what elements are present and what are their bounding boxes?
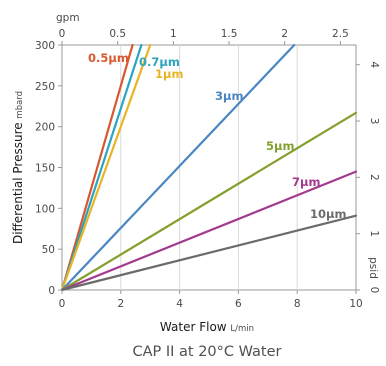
x-tick-label: 6 [235, 298, 242, 310]
series-line [60, 43, 296, 292]
series-label: 3µm [215, 89, 243, 103]
series-label: 0.5µm [88, 51, 129, 65]
y-axis-title: Differential Pressure mbard [11, 91, 25, 244]
x2-tick-label: 2.5 [332, 28, 349, 40]
x2-tick-label: 2 [281, 28, 288, 40]
x-axis-title: Water Flow L/min [160, 320, 254, 334]
y-tick-label: 50 [42, 244, 55, 256]
series-label: 0.7µm [139, 55, 180, 69]
series-label: 10µm [310, 207, 346, 221]
series-label: 7µm [292, 175, 320, 189]
x2-axis-title: gpm [56, 12, 80, 24]
y-tick-label: 300 [35, 40, 55, 52]
y2-tick-label: 0 [368, 287, 380, 294]
x2-tick-label: 1.5 [221, 28, 238, 40]
series-label: 5µm [266, 139, 294, 153]
x-tick-label: 0 [59, 298, 66, 310]
series-line [60, 170, 358, 292]
y-tick-label: 200 [35, 122, 55, 134]
chart-caption: CAP II at 20°C Water [132, 344, 281, 360]
y2-tick-label: 4 [368, 61, 380, 68]
y-tick-label: 150 [35, 163, 55, 175]
y2-tick-label: 2 [368, 174, 380, 181]
series-line [60, 214, 358, 292]
x2-tick-label: 0 [59, 28, 66, 40]
x-tick-label: 8 [294, 298, 301, 310]
y2-tick-label: 3 [368, 118, 380, 125]
x-tick-label: 2 [117, 298, 124, 310]
x-tick-label: 10 [349, 298, 362, 310]
series-line [60, 111, 358, 292]
y2-tick-label: 1 [368, 230, 380, 237]
y-tick-label: 100 [35, 203, 55, 215]
y-tick-label: 250 [35, 81, 55, 93]
series-line [60, 43, 134, 292]
y-tick-label: 0 [48, 285, 55, 297]
x-tick-label: 4 [176, 298, 183, 310]
series-label: 1µm [155, 67, 183, 81]
series-line [60, 43, 152, 292]
x2-tick-label: 1 [170, 28, 177, 40]
y2-axis-title: psid [367, 257, 379, 279]
series-line [60, 43, 143, 292]
x2-tick-label: 0.5 [109, 28, 126, 40]
